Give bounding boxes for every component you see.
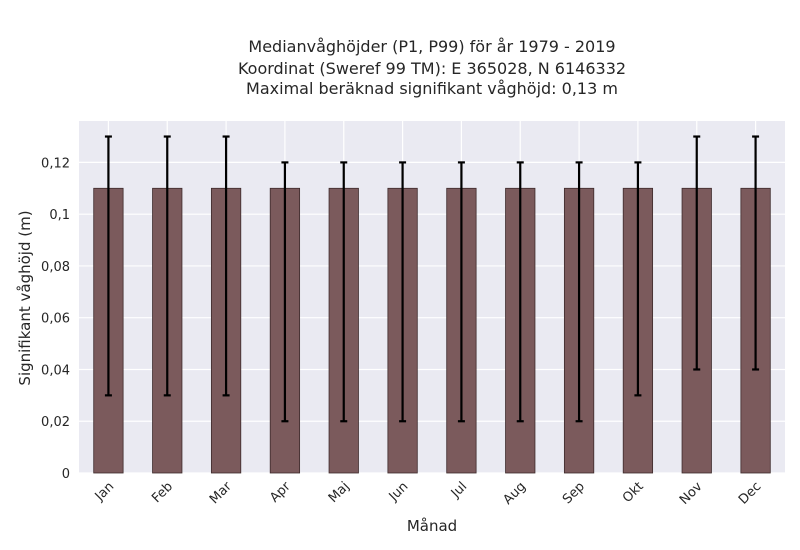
y-tick-label: 0,12 (41, 156, 70, 171)
error-bar-aug (516, 161, 524, 423)
chart-title-line-3: Maximal beräknad signifikant våghöjd: 0,… (246, 79, 618, 98)
x-tick-label-apr: Apr (267, 479, 294, 506)
x-tick-label-nov: Nov (677, 479, 706, 508)
y-tick-label: 0,06 (41, 312, 70, 327)
y-axis-label: Signifikant våghöjd (m) (16, 210, 34, 385)
error-bar-dec (752, 135, 760, 371)
y-axis-ticks: 0 0,02 0,04 0,06 0,08 0,1 0,12 (41, 156, 70, 482)
error-bar-maj (340, 161, 348, 423)
error-bar-nov (693, 135, 701, 371)
error-bars (104, 135, 760, 423)
chart-title-line-1: Medianvåghöjder (P1, P99) för år 1979 - … (248, 37, 615, 56)
x-tick-label-jan: Jan (92, 479, 117, 504)
error-bar-apr (281, 161, 289, 423)
x-tick-label-feb: Feb (149, 479, 176, 506)
plot-area (79, 121, 785, 473)
error-bar-mar (222, 135, 230, 397)
y-tick-label: 0,04 (41, 363, 70, 378)
y-tick-label: 0,02 (41, 415, 70, 430)
chart-title-line-2: Koordinat (Sweref 99 TM): E 365028, N 61… (238, 59, 626, 78)
x-tick-label-sep: Sep (560, 479, 588, 507)
x-tick-label-okt: Okt (620, 479, 647, 506)
x-tick-label-aug: Aug (501, 479, 530, 508)
error-bar-sep (575, 161, 583, 423)
chart-title: Medianvåghöjder (P1, P99) för år 1979 - … (238, 37, 626, 98)
x-tick-label-maj: Maj (326, 479, 353, 506)
y-tick-label: 0,1 (49, 208, 70, 223)
error-bar-okt (634, 161, 642, 397)
x-tick-label-jul: Jul (448, 479, 470, 501)
error-bar-jul (457, 161, 465, 423)
x-tick-label-dec: Dec (736, 479, 764, 507)
x-tick-label-jun: Jun (386, 479, 412, 505)
error-bar-jan (104, 135, 112, 397)
x-axis-label: Månad (407, 517, 457, 535)
error-bar-feb (163, 135, 171, 397)
x-tick-label-mar: Mar (207, 479, 235, 507)
error-bar-jun (399, 161, 407, 423)
y-tick-label: 0 (62, 467, 70, 482)
x-axis-ticks: Jan Feb Mar Apr Maj Jun Jul Aug Sep Okt Nov Dec (92, 479, 765, 508)
y-tick-label: 0,08 (41, 260, 70, 275)
